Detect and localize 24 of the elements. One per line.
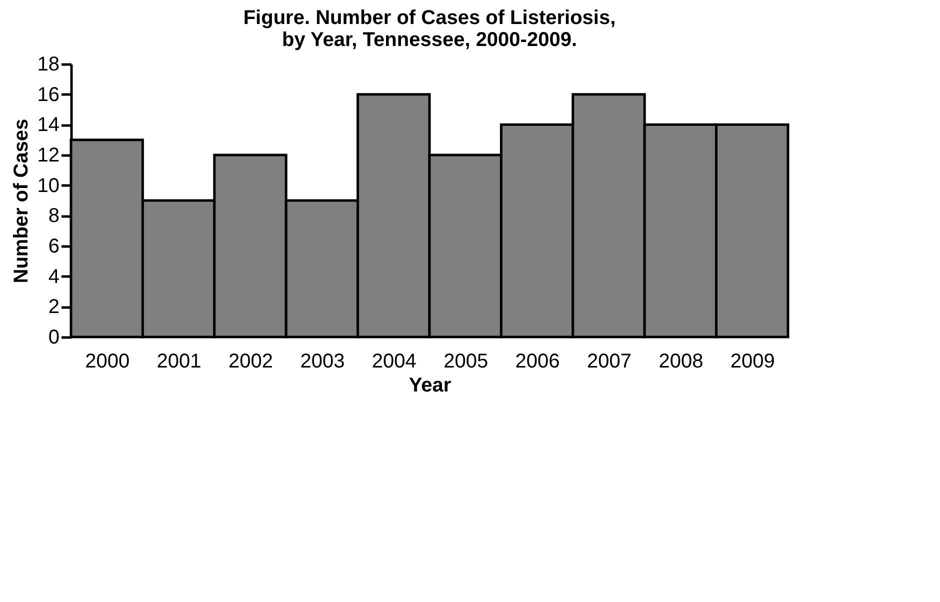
y-axis-title: Number of Cases <box>10 118 32 284</box>
x-tick-label: 2007 <box>587 350 632 372</box>
y-tick-label: 16 <box>37 84 60 106</box>
x-tick-label: 2006 <box>515 350 560 372</box>
y-tick-label: 12 <box>37 144 60 166</box>
y-tick-label: 0 <box>48 326 60 348</box>
y-tick-label: 4 <box>48 266 60 288</box>
x-tick-label: 2000 <box>85 350 130 372</box>
text: by Year, Tennessee, 2000-2009. <box>282 29 578 51</box>
x-tick-label: 2004 <box>372 350 416 372</box>
x-axis-title: Year <box>408 374 452 396</box>
y-tick-label: 8 <box>48 205 60 228</box>
y-tick-label: 6 <box>48 236 60 258</box>
y-tick-label: 18 <box>37 54 60 76</box>
y-tick-label: 2 <box>48 296 60 318</box>
y-tick-label: 14 <box>37 114 60 136</box>
text: Figure. Number of Cases of Listeriosis, <box>243 7 616 29</box>
y-tick-label: 10 <box>37 174 60 197</box>
x-tick-label: 2009 <box>730 350 775 372</box>
x-tick-label: 2002 <box>228 350 273 372</box>
x-tick-label: 2003 <box>300 350 345 372</box>
x-tick-label: 2005 <box>444 350 488 372</box>
x-tick-label: 2008 <box>658 350 704 372</box>
x-tick-label: 2001 <box>156 350 202 372</box>
